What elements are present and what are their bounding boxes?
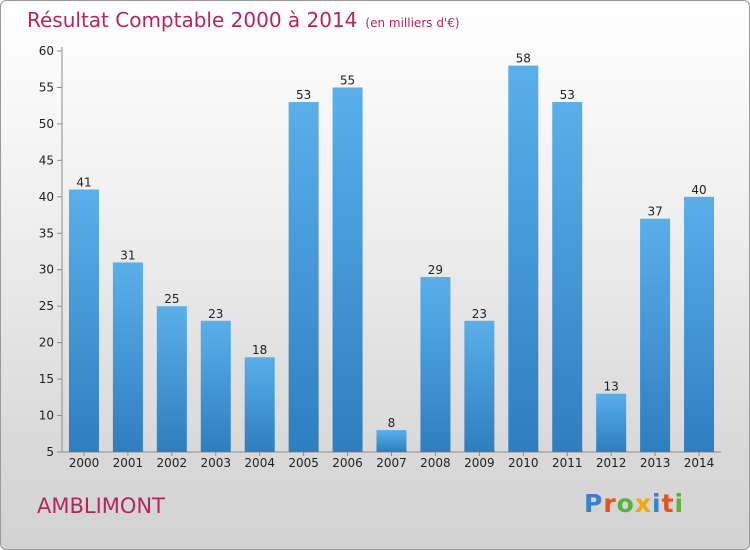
chart-subtitle: (en milliers d'€) (365, 16, 460, 30)
bars (68, 65, 715, 453)
x-tick-label-2013: 2013 (640, 456, 671, 470)
y-tick-label: 15 (39, 372, 54, 386)
logo-letter: P (584, 489, 604, 518)
x-tick-label-2009: 2009 (464, 456, 495, 470)
x-axis: 2000 2001 2002 2003 2004 2005 2006 2007 2008 2009… (69, 452, 715, 470)
bar-2014 (684, 196, 715, 452)
x-tick-label-2005: 2005 (288, 456, 319, 470)
x-tick-label-2001: 2001 (113, 456, 144, 470)
x-tick-label-2011: 2011 (552, 456, 583, 470)
bar-2007 (376, 430, 407, 452)
bar-2004 (244, 357, 275, 452)
bar-2013 (640, 218, 671, 452)
bar-2003 (200, 320, 231, 452)
y-tick-label: 5 (46, 445, 54, 459)
y-tick-label: 50 (39, 117, 54, 131)
value-label-2005: 53 (296, 88, 311, 102)
value-label-2009: 23 (472, 307, 487, 321)
bar-2005 (288, 102, 319, 452)
x-tick-label-2007: 2007 (376, 456, 407, 470)
x-tick-label-2003: 2003 (200, 456, 231, 470)
proxiti-logo: Proxiti (584, 489, 684, 518)
logo-letter: r (603, 489, 617, 518)
y-tick-label: 45 (39, 153, 54, 167)
y-tick-label: 20 (39, 336, 54, 350)
y-tick-label: 30 (39, 263, 54, 277)
bar-2002 (156, 306, 187, 452)
y-tick-label: 35 (39, 226, 54, 240)
value-label-2013: 37 (647, 205, 662, 219)
value-label-2007: 8 (388, 416, 396, 430)
logo-letter: x (634, 489, 652, 518)
value-label-2008: 29 (428, 263, 443, 277)
logo-letter: i (674, 489, 685, 518)
chart-title: Résultat Comptable 2000 à 2014 (en millie… (27, 8, 460, 32)
y-tick-label: 40 (39, 190, 54, 204)
value-label-2011: 53 (560, 88, 575, 102)
bar-2000 (68, 189, 99, 452)
value-labels: 41 31 25 23 18 53 55 8 29 23 58 53 13 37 40 (76, 52, 706, 431)
bar-2010 (508, 65, 539, 452)
value-label-2000: 41 (76, 176, 91, 190)
y-tick-label: 55 (39, 80, 54, 94)
x-tick-label-2010: 2010 (508, 456, 539, 470)
value-label-2002: 25 (164, 292, 179, 306)
x-tick-label-2004: 2004 (244, 456, 275, 470)
x-tick-label-2014: 2014 (684, 456, 715, 470)
x-tick-label-2000: 2000 (69, 456, 100, 470)
commune-name: AMBLIMONT (37, 494, 165, 518)
y-tick-label: 60 (39, 44, 54, 58)
logo-letter: o (616, 489, 635, 518)
logo-letter: t (661, 489, 675, 518)
x-tick-label-2008: 2008 (420, 456, 451, 470)
x-tick-label-2002: 2002 (157, 456, 188, 470)
bar-2011 (552, 102, 583, 452)
value-label-2012: 13 (604, 380, 619, 394)
bar-2008 (420, 277, 451, 452)
value-label-2003: 23 (208, 307, 223, 321)
bar-2006 (332, 87, 363, 453)
chart-title-text: Résultat Comptable 2000 à 2014 (27, 8, 358, 32)
bar-2012 (596, 393, 627, 452)
x-tick-label-2006: 2006 (332, 456, 363, 470)
bar-2001 (112, 262, 143, 452)
value-label-2014: 40 (691, 183, 706, 197)
value-label-2001: 31 (120, 248, 135, 262)
value-label-2006: 55 (340, 73, 355, 87)
x-tick-label-2012: 2012 (596, 456, 627, 470)
logo-letter: i (652, 489, 662, 518)
y-tick-label: 10 (39, 409, 54, 423)
value-label-2004: 18 (252, 343, 267, 357)
bar-2009 (464, 320, 495, 452)
y-tick-label: 25 (39, 299, 54, 313)
value-label-2010: 58 (516, 52, 531, 66)
